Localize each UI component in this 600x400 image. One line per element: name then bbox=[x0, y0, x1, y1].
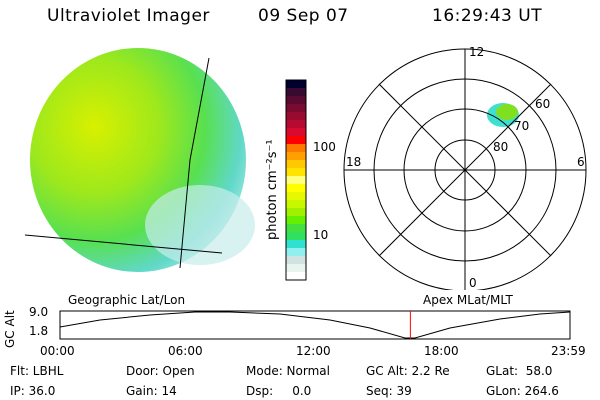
gain-info: Gain: 14 bbox=[126, 384, 177, 398]
colorbar-band bbox=[286, 248, 306, 257]
x-tick: 12:00 bbox=[296, 344, 331, 358]
colorbar-band bbox=[286, 144, 306, 153]
meridian-line bbox=[179, 57, 210, 269]
ip-info: IP: 36.0 bbox=[10, 384, 56, 398]
lat-label-80: 80 bbox=[493, 140, 509, 154]
colorbar-tick-100: 100 bbox=[313, 140, 336, 154]
mlt-label-12: 12 bbox=[469, 45, 485, 59]
seq-info: Seq: 39 bbox=[366, 384, 412, 398]
timeline-plot bbox=[59, 310, 571, 340]
dsp-info: Dsp: 0.0 bbox=[246, 384, 312, 398]
colorbar-band bbox=[286, 176, 306, 185]
colorbar-tick-10: 10 bbox=[313, 228, 329, 242]
colorbar-band bbox=[286, 104, 306, 113]
colorbar-band bbox=[286, 200, 306, 209]
gc-alt-info: GC Alt: 2.2 Re bbox=[366, 364, 450, 378]
lat-label-60: 60 bbox=[535, 97, 551, 111]
lat-label-70: 70 bbox=[514, 119, 530, 133]
colorbar-band bbox=[286, 160, 306, 169]
filter-info: Flt: LBHL bbox=[10, 364, 64, 378]
colorbar-frame bbox=[285, 79, 307, 281]
colorbar-label: photon cm⁻²s⁻¹ bbox=[265, 139, 280, 240]
colorbar-band bbox=[286, 80, 306, 89]
timeline-ylabel: GC Alt bbox=[3, 310, 17, 348]
colorbar-band bbox=[286, 152, 306, 161]
colorbar-band bbox=[286, 272, 306, 281]
date-label: 09 Sep 07 bbox=[258, 6, 349, 26]
x-tick: 00:00 bbox=[40, 344, 75, 358]
timeline-right-title: Apex MLat/MLT bbox=[423, 293, 513, 307]
glon-info: GLon: 264.6 bbox=[486, 384, 559, 398]
colorbar-band bbox=[286, 240, 306, 249]
x-tick: 06:00 bbox=[168, 344, 203, 358]
y-tick-9: 9.0 bbox=[29, 305, 49, 319]
colorbar-band bbox=[286, 192, 306, 201]
mlt-label-0: 0 bbox=[469, 276, 477, 290]
polar-plot bbox=[343, 48, 587, 290]
colorbar-band bbox=[286, 96, 306, 105]
latitude-line bbox=[24, 234, 223, 254]
colorbar bbox=[285, 79, 307, 281]
x-tick: 23:59 bbox=[551, 344, 586, 358]
colorbar-band bbox=[286, 264, 306, 273]
colorbar-band bbox=[286, 168, 306, 177]
colorbar-band bbox=[286, 256, 306, 265]
colorbar-band bbox=[286, 120, 306, 129]
y-tick-1.8: 1.8 bbox=[29, 324, 49, 338]
instrument-title: Ultraviolet Imager bbox=[47, 6, 210, 26]
mlt-label-6: 6 bbox=[577, 155, 585, 169]
timeline-left-title: Geographic Lat/Lon bbox=[68, 293, 186, 307]
colorbar-band bbox=[286, 112, 306, 121]
colorbar-band bbox=[286, 88, 306, 97]
colorbar-band bbox=[286, 184, 306, 193]
door-info: Door: Open bbox=[126, 364, 195, 378]
x-tick: 18:00 bbox=[424, 344, 459, 358]
glat-info: GLat: 58.0 bbox=[486, 364, 553, 378]
colorbar-band bbox=[286, 136, 306, 145]
mlt-label-18: 18 bbox=[346, 155, 362, 169]
earth-image bbox=[24, 48, 255, 272]
colorbar-band bbox=[286, 128, 306, 137]
colorbar-band bbox=[286, 216, 306, 225]
mode-info: Mode: Normal bbox=[246, 364, 330, 378]
colorbar-band bbox=[286, 224, 306, 233]
time-label: 16:29:43 UT bbox=[432, 6, 543, 26]
colorbar-band bbox=[286, 208, 306, 217]
colorbar-band bbox=[286, 232, 306, 241]
